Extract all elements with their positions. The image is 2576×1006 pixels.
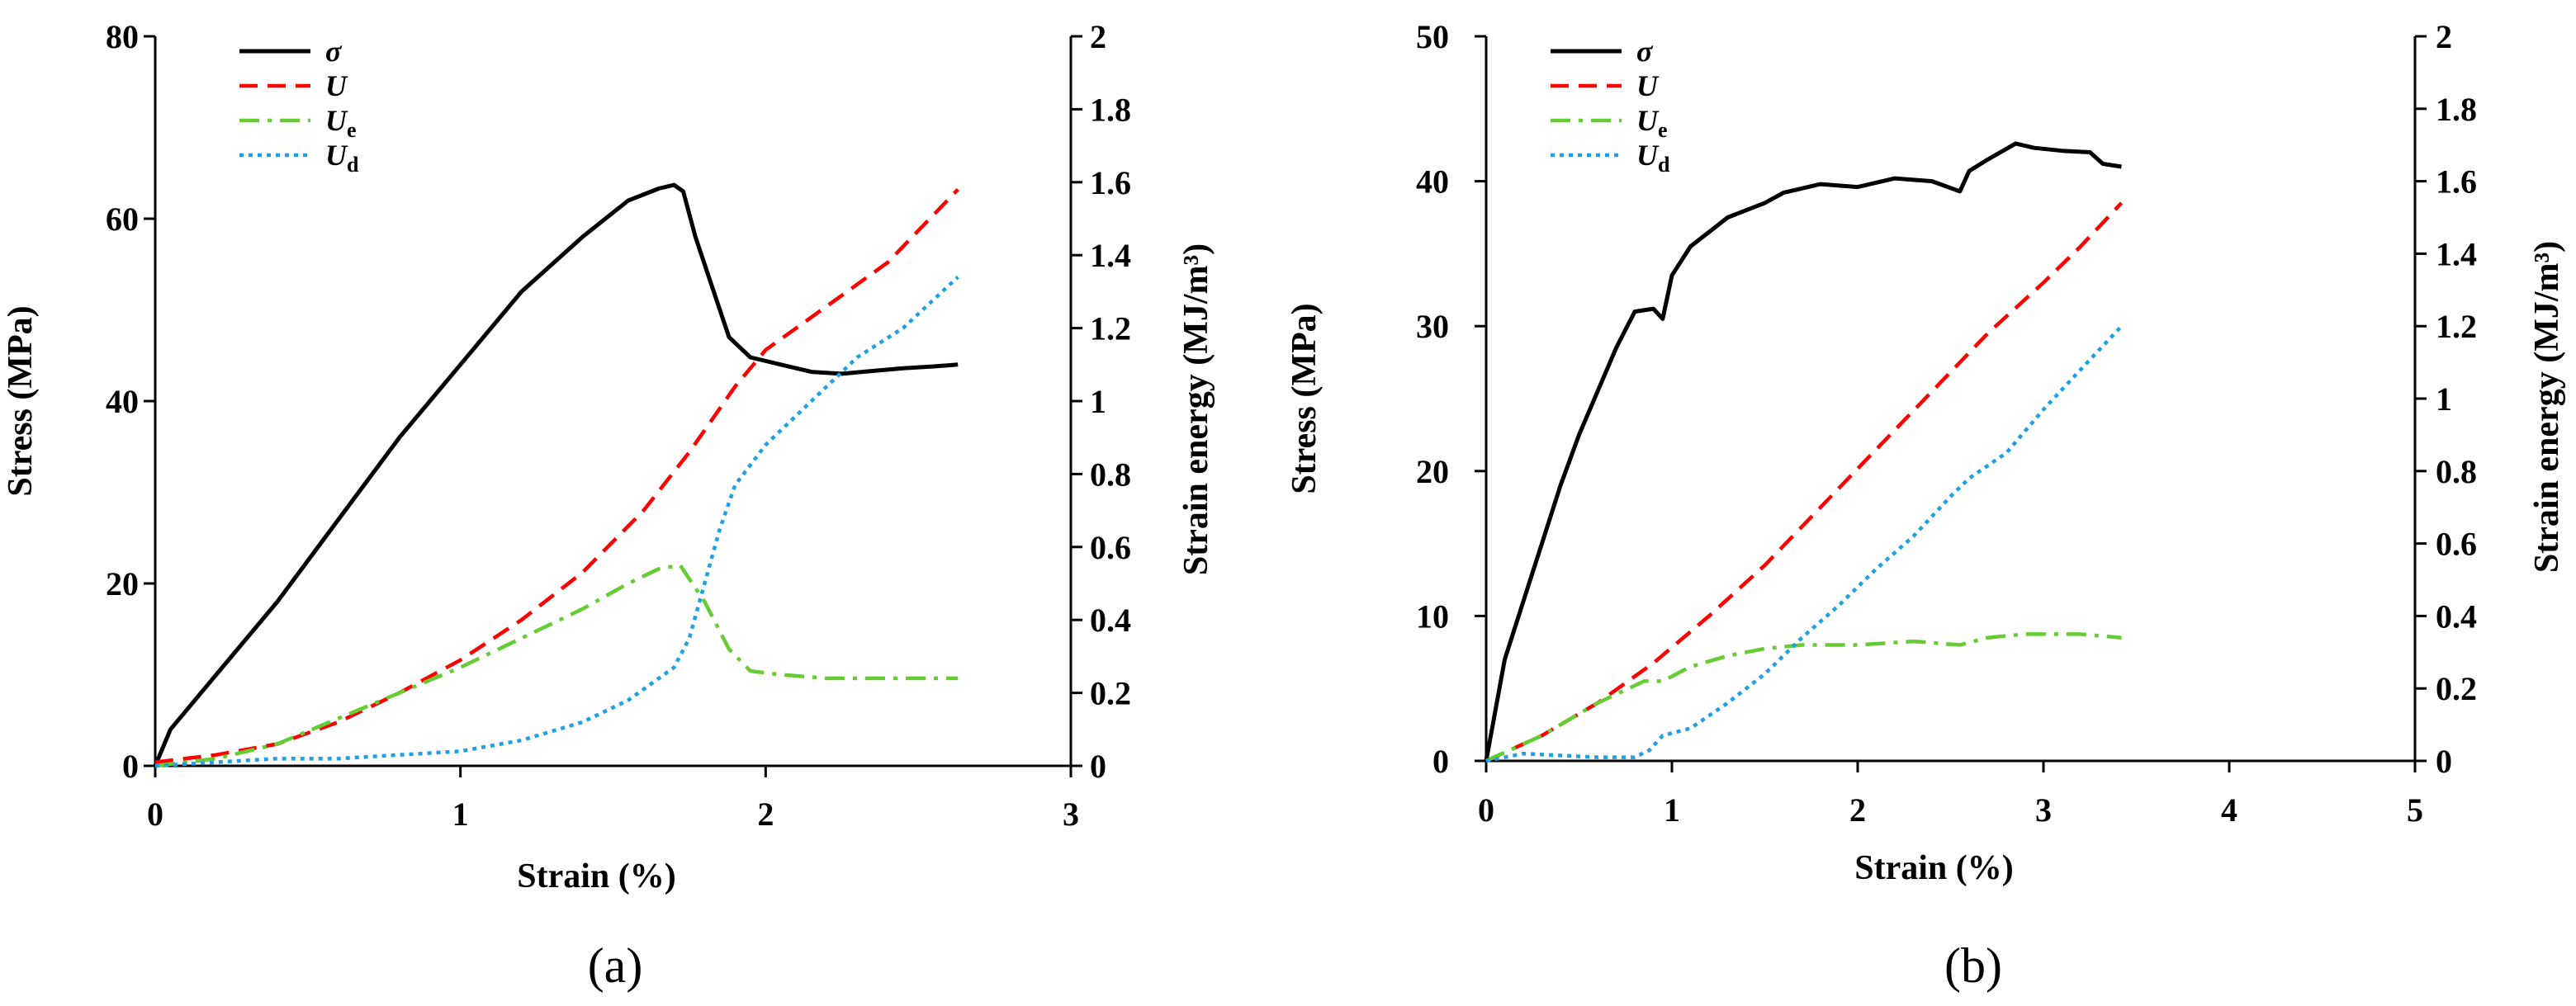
y2-tick-label: 0.2 — [1090, 675, 1131, 712]
y-tick-label: 40 — [106, 383, 139, 420]
x-tick-label: 0 — [147, 796, 163, 833]
y-axis-label: Stress (MPa) — [1286, 303, 1324, 494]
legend-label: U — [325, 69, 348, 102]
y-tick-label: 0 — [1432, 743, 1449, 780]
panel-label: (a) — [588, 938, 643, 993]
series-line-sigma — [153, 182, 959, 767]
legend-label: Ue — [1636, 104, 1668, 142]
y2-tick-label: 2 — [2436, 18, 2452, 55]
legend-label: σ — [325, 35, 343, 68]
y2-tick-label: 0.4 — [2436, 597, 2477, 635]
y2-tick-label: 1.4 — [2436, 235, 2477, 272]
y-tick-label: 10 — [1416, 597, 1449, 635]
y2-tick-label: 0.4 — [1090, 602, 1131, 639]
y-tick-label: 0 — [122, 748, 139, 785]
y2-tick-label: 0.6 — [2436, 526, 2477, 563]
y-tick-label: 80 — [106, 18, 139, 55]
panel-label: (b) — [1944, 938, 2002, 993]
y2-tick-label: 1.8 — [2436, 91, 2477, 128]
x-axis-label: Strain (%) — [1854, 849, 2014, 887]
y2-tick-label: 0.2 — [2436, 670, 2477, 707]
y2-tick-label: 0.8 — [1090, 456, 1131, 493]
y2-tick-label: 0.6 — [1090, 529, 1131, 566]
series-line-sigma — [1484, 141, 2122, 762]
x-axis-label: Strain (%) — [517, 857, 676, 895]
y2-tick-label: 1.6 — [2436, 163, 2477, 201]
y2-tick-label: 1.4 — [1090, 237, 1131, 274]
legend-label: U — [1636, 69, 1660, 102]
x-tick-label: 1 — [1664, 791, 1680, 829]
y-tick-label: 50 — [1416, 18, 1449, 55]
y-tick-label: 60 — [106, 201, 139, 238]
x-tick-label: 3 — [1063, 796, 1079, 833]
chart-a: 0 1 2 302040608000.20.40.60.811.21.41.61.82… — [2, 18, 1215, 993]
x-tick-label: 5 — [2407, 791, 2423, 829]
y2-tick-label: 2 — [1090, 18, 1106, 55]
y2-tick-label: 0 — [2436, 743, 2452, 780]
y2-axis-label: Strain energy (MJ/m³) — [1177, 243, 1215, 575]
legend-label: σ — [1636, 35, 1654, 68]
series-line-U-e — [1485, 632, 2122, 763]
y2-tick-label: 1.2 — [1090, 310, 1131, 347]
legend-label: Ud — [1636, 139, 1670, 177]
legend-label: Ue — [325, 104, 357, 142]
y2-tick-label: 1.8 — [1090, 91, 1131, 128]
y-tick-label: 40 — [1416, 163, 1449, 201]
series-line-U — [154, 188, 959, 764]
y-tick-label: 20 — [106, 565, 139, 602]
x-tick-label: 2 — [1849, 791, 1866, 829]
legend-label: Ud — [325, 139, 359, 177]
y2-tick-label: 1.2 — [2436, 308, 2477, 345]
y2-tick-label: 0 — [1090, 748, 1106, 785]
x-tick-label: 3 — [2035, 791, 2052, 829]
y-axis-label: Stress (MPa) — [2, 305, 40, 496]
x-tick-label: 1 — [452, 796, 469, 833]
series-line-U-d — [1485, 324, 2124, 763]
x-tick-label: 0 — [1478, 791, 1494, 829]
chart-b: 0 1 2 3 4 50102030405000.20.40.60.811.21.41.6… — [1286, 18, 2566, 993]
series-line-U-e — [154, 563, 959, 768]
series-line-U — [1485, 201, 2124, 763]
x-tick-label: 4 — [2221, 791, 2237, 829]
y-tick-label: 20 — [1416, 453, 1449, 490]
y2-axis-label: Strain energy (MJ/m³) — [2528, 241, 2566, 573]
y2-tick-label: 1.6 — [1090, 164, 1131, 201]
y2-tick-label: 1 — [2436, 380, 2452, 418]
x-tick-label: 2 — [757, 796, 774, 833]
y2-tick-label: 0.8 — [2436, 453, 2477, 490]
series-line-U-d — [154, 276, 959, 768]
y2-tick-label: 1 — [1090, 383, 1106, 420]
y-tick-label: 30 — [1416, 308, 1449, 345]
